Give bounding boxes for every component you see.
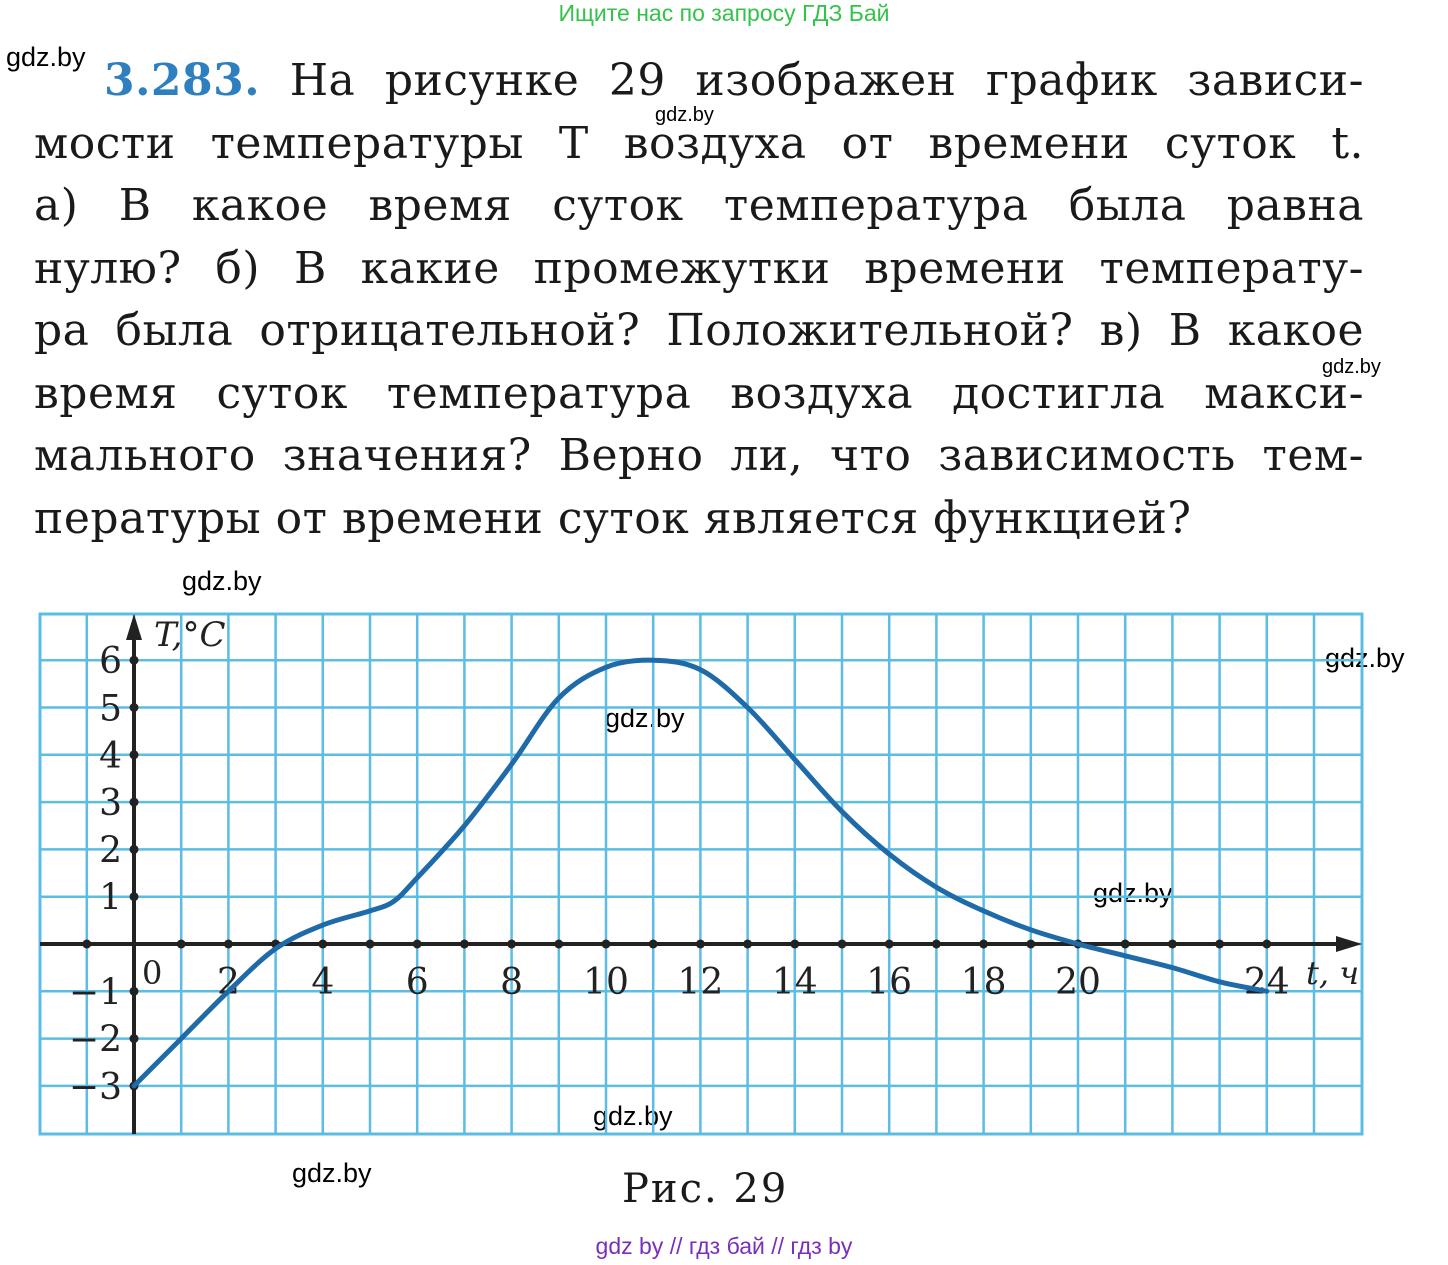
problem-line: мости температуры T воздуха от времени с…	[34, 117, 1364, 169]
y-tick-label: 5	[99, 689, 122, 730]
x-tick-label: 18	[961, 962, 1007, 1003]
watermark: gdz.by	[1093, 878, 1173, 908]
x-tick-label: 24	[1244, 962, 1290, 1003]
y-tick-dot	[129, 797, 139, 807]
x-tick-label: 20	[1055, 962, 1101, 1003]
x-tick-dot	[1026, 939, 1036, 949]
x-tick-dot	[837, 939, 847, 949]
problem-number: 3.283.	[104, 55, 261, 106]
problem-line: ра была отрицательной? Положительной? в)…	[34, 305, 1364, 356]
watermark: gdz.by	[593, 1101, 673, 1131]
y-tick-label: 4	[99, 736, 122, 777]
y-axis-label: T,°C	[154, 615, 226, 655]
x-tick-label: 8	[500, 962, 523, 1003]
problem-line: пературы от времени суток является функц…	[34, 492, 1192, 544]
problem-line: мального значения? Верно ли, что зависим…	[34, 430, 1364, 481]
watermark: gdz.by	[1325, 643, 1405, 673]
problem-line: а) В какое время суток температура была …	[34, 180, 1364, 231]
watermark: gdz.by	[6, 42, 86, 72]
problem-line: время суток температура воздуха достигла…	[34, 367, 1364, 419]
y-tick-label: −1	[69, 972, 122, 1013]
x-tick-label: 16	[866, 962, 912, 1003]
temperature-curve	[131, 657, 1270, 1089]
x-tick-dot	[82, 939, 92, 949]
y-tick-label: −3	[69, 1067, 122, 1108]
x-tick-dot	[1167, 939, 1177, 949]
y-tick-dot	[129, 703, 139, 712]
footer-links[interactable]: gdz by // гдз бай // гдз by	[595, 1233, 853, 1259]
x-tick-dot	[554, 939, 564, 949]
x-tick-dot	[271, 939, 281, 949]
x-tick-dot	[790, 939, 800, 949]
x-tick-dot	[412, 939, 422, 949]
y-axis-arrow	[126, 614, 142, 640]
watermark: gdz.by	[605, 703, 685, 733]
y-tick-dot	[129, 892, 139, 902]
watermark: gdz.by	[292, 1158, 372, 1188]
y-tick-label: 6	[99, 641, 122, 682]
y-tick-dot	[129, 750, 139, 760]
x-tick-dot	[648, 939, 658, 949]
x-tick-dot	[365, 939, 375, 949]
x-tick-dot	[1073, 939, 1083, 949]
problem-line: 3.283. На рисунке 29 изображен график за…	[104, 55, 1364, 106]
origin-label: 0	[142, 954, 162, 992]
x-tick-dot	[743, 939, 753, 949]
y-tick-dot	[129, 1034, 139, 1044]
x-tick-dot	[979, 939, 989, 949]
x-tick-dot	[223, 939, 233, 949]
figure-caption: Рис. 29	[622, 1166, 789, 1212]
x-tick-dot	[459, 939, 469, 949]
x-tick-dot	[507, 939, 517, 949]
y-tick-dot	[129, 655, 139, 665]
grid-frame	[38, 612, 1364, 1136]
y-tick-label: 3	[99, 783, 122, 824]
y-tick-label: −2	[69, 1020, 122, 1061]
x-tick-dot	[1262, 939, 1272, 949]
x-tick-label: 12	[677, 962, 723, 1003]
x-tick-label: 10	[583, 962, 629, 1003]
y-tick-label: 2	[99, 830, 122, 871]
x-tick-label: 14	[772, 962, 818, 1003]
x-tick-dot	[1120, 939, 1130, 949]
top-banner[interactable]: Ищите нас по запросу ГДЗ Бай	[558, 0, 890, 26]
problem-text: 3.283. На рисунке 29 изображен график за…	[34, 50, 1364, 550]
x-tick-dot	[1215, 939, 1225, 949]
y-tick-dot	[129, 986, 139, 996]
x-tick-dot	[176, 939, 186, 949]
watermark: gdz.by	[1322, 356, 1381, 378]
x-tick-dot	[695, 939, 705, 949]
watermark: gdz.by	[182, 566, 262, 596]
problem-line: нулю? б) В какие промежутки времени темп…	[34, 242, 1364, 294]
x-tick-dot	[318, 939, 328, 949]
y-tick-dot	[129, 844, 139, 854]
x-tick-label: 2	[217, 962, 240, 1003]
x-tick-label: 4	[311, 962, 334, 1003]
y-tick-dot	[129, 1081, 139, 1091]
x-tick-dot	[601, 939, 611, 949]
x-tick-dot	[931, 939, 941, 949]
x-tick-label: 6	[406, 962, 429, 1003]
watermark: gdz.by	[655, 104, 714, 126]
y-tick-label: 1	[99, 878, 122, 919]
x-axis-arrow	[1336, 936, 1362, 952]
x-axis-label: t, ч	[1306, 954, 1359, 992]
x-tick-dot	[884, 939, 894, 949]
